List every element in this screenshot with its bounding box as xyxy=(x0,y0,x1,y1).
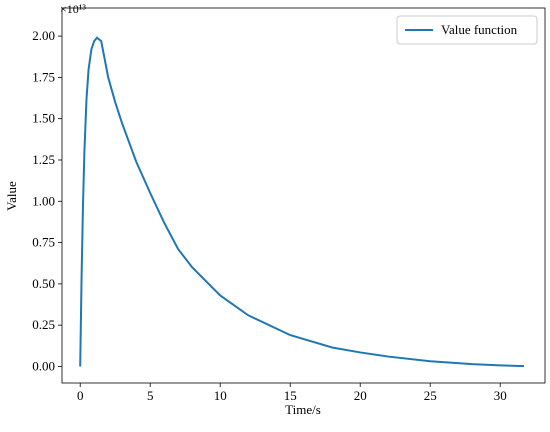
line xyxy=(79,36,525,368)
x-tick-label: 25 xyxy=(424,388,437,403)
x-axis-label: Time/s xyxy=(285,402,321,417)
y-tick-label: 0.25 xyxy=(32,317,55,332)
y-tick-label: 1.00 xyxy=(32,193,55,208)
x-tick-label: 5 xyxy=(147,388,154,403)
legend-box xyxy=(396,15,538,45)
x-tick-label: 10 xyxy=(214,388,227,403)
y-tick-label: 1.50 xyxy=(32,111,55,126)
y-tick-label: 0.50 xyxy=(32,276,55,291)
y-tick-label: 1.75 xyxy=(32,69,55,84)
axes-frame xyxy=(61,7,546,384)
legend-label: Value function xyxy=(441,22,518,37)
x-tick-label: 0 xyxy=(77,388,84,403)
x-tick-label: 20 xyxy=(354,388,367,403)
y-tick-label: 0.00 xyxy=(32,358,55,373)
y-tick-label: 0.75 xyxy=(32,235,55,250)
y-tick-label: 2.00 xyxy=(32,28,55,43)
x-tick-label: 30 xyxy=(494,388,507,403)
x-tick-label: 15 xyxy=(284,388,297,403)
y-tick-label: 1.25 xyxy=(32,152,55,167)
y-axis-label: Value xyxy=(4,181,19,211)
y-offset-label: ×10¹³ xyxy=(60,2,86,16)
